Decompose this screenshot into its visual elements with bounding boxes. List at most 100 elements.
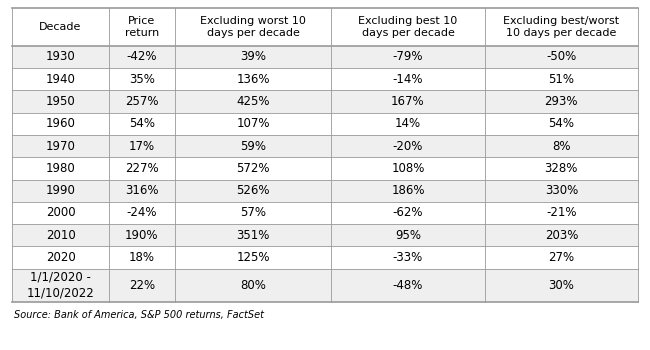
Text: 57%: 57% bbox=[240, 206, 266, 219]
Bar bbox=[332, 224, 485, 246]
Bar bbox=[332, 268, 485, 302]
Text: 328%: 328% bbox=[545, 162, 578, 175]
Text: 1930: 1930 bbox=[46, 50, 75, 63]
Text: 14%: 14% bbox=[395, 117, 421, 130]
Bar bbox=[485, 224, 638, 246]
Text: -50%: -50% bbox=[546, 50, 577, 63]
Bar bbox=[485, 90, 638, 113]
Bar bbox=[175, 180, 332, 202]
Bar bbox=[485, 68, 638, 90]
Bar bbox=[109, 202, 175, 224]
Bar bbox=[332, 135, 485, 157]
Text: Excluding best 10
days per decade: Excluding best 10 days per decade bbox=[358, 16, 458, 38]
Bar bbox=[175, 8, 332, 46]
Text: 2000: 2000 bbox=[46, 206, 75, 219]
Bar bbox=[485, 180, 638, 202]
Bar bbox=[12, 268, 109, 302]
Text: 257%: 257% bbox=[125, 95, 159, 108]
Bar bbox=[485, 202, 638, 224]
Bar bbox=[175, 135, 332, 157]
Text: 8%: 8% bbox=[552, 140, 571, 153]
Bar bbox=[109, 46, 175, 68]
Bar bbox=[175, 68, 332, 90]
Text: 17%: 17% bbox=[129, 140, 155, 153]
Text: 190%: 190% bbox=[125, 229, 159, 242]
Bar bbox=[175, 157, 332, 180]
Text: 1950: 1950 bbox=[46, 95, 75, 108]
Text: 186%: 186% bbox=[391, 184, 424, 197]
Text: 54%: 54% bbox=[549, 117, 575, 130]
Text: 30%: 30% bbox=[549, 279, 574, 292]
Bar bbox=[12, 113, 109, 135]
Text: 1940: 1940 bbox=[46, 73, 75, 86]
Text: 1/1/2020 -
11/10/2022: 1/1/2020 - 11/10/2022 bbox=[27, 271, 94, 300]
Bar bbox=[109, 8, 175, 46]
Text: 95%: 95% bbox=[395, 229, 421, 242]
Text: 59%: 59% bbox=[240, 140, 266, 153]
Text: 51%: 51% bbox=[549, 73, 575, 86]
Bar bbox=[332, 157, 485, 180]
Text: 125%: 125% bbox=[236, 251, 270, 264]
Bar bbox=[485, 135, 638, 157]
Bar bbox=[485, 157, 638, 180]
Text: 227%: 227% bbox=[125, 162, 159, 175]
Text: 2020: 2020 bbox=[46, 251, 75, 264]
Text: 107%: 107% bbox=[236, 117, 270, 130]
Text: 39%: 39% bbox=[240, 50, 266, 63]
Text: 1970: 1970 bbox=[46, 140, 75, 153]
Bar bbox=[175, 224, 332, 246]
Text: Excluding best/worst
10 days per decade: Excluding best/worst 10 days per decade bbox=[503, 16, 619, 38]
Bar bbox=[485, 113, 638, 135]
Bar bbox=[12, 8, 109, 46]
Text: 1990: 1990 bbox=[46, 184, 75, 197]
Text: 167%: 167% bbox=[391, 95, 424, 108]
Text: -62%: -62% bbox=[393, 206, 423, 219]
Text: 80%: 80% bbox=[240, 279, 266, 292]
Text: 54%: 54% bbox=[129, 117, 155, 130]
Bar bbox=[109, 180, 175, 202]
Bar bbox=[109, 135, 175, 157]
Bar bbox=[332, 8, 485, 46]
Text: 425%: 425% bbox=[236, 95, 270, 108]
Text: 316%: 316% bbox=[125, 184, 159, 197]
Bar bbox=[175, 202, 332, 224]
Bar bbox=[12, 246, 109, 268]
Bar bbox=[175, 246, 332, 268]
Bar bbox=[485, 8, 638, 46]
Bar bbox=[12, 46, 109, 68]
Bar bbox=[109, 157, 175, 180]
Text: 526%: 526% bbox=[236, 184, 270, 197]
Text: -24%: -24% bbox=[127, 206, 157, 219]
Text: -33%: -33% bbox=[393, 251, 423, 264]
Bar bbox=[332, 46, 485, 68]
Bar bbox=[109, 246, 175, 268]
Text: -20%: -20% bbox=[393, 140, 423, 153]
Text: 351%: 351% bbox=[237, 229, 270, 242]
Text: 22%: 22% bbox=[129, 279, 155, 292]
Text: -42%: -42% bbox=[127, 50, 157, 63]
Text: Decade: Decade bbox=[40, 22, 82, 32]
Text: 2010: 2010 bbox=[46, 229, 75, 242]
Text: 108%: 108% bbox=[391, 162, 424, 175]
Bar bbox=[12, 135, 109, 157]
Bar bbox=[485, 46, 638, 68]
Bar bbox=[332, 202, 485, 224]
Text: 18%: 18% bbox=[129, 251, 155, 264]
Bar bbox=[12, 68, 109, 90]
Bar bbox=[175, 46, 332, 68]
Text: 136%: 136% bbox=[236, 73, 270, 86]
Bar bbox=[12, 90, 109, 113]
Bar bbox=[332, 90, 485, 113]
Text: Source: Bank of America, S&P 500 returns, FactSet: Source: Bank of America, S&P 500 returns… bbox=[14, 310, 264, 320]
Bar bbox=[12, 157, 109, 180]
Text: Price
return: Price return bbox=[125, 16, 159, 38]
Bar bbox=[109, 224, 175, 246]
Bar bbox=[12, 180, 109, 202]
Text: 1980: 1980 bbox=[46, 162, 75, 175]
Text: 27%: 27% bbox=[548, 251, 575, 264]
Bar bbox=[12, 224, 109, 246]
Bar bbox=[332, 246, 485, 268]
Bar bbox=[109, 113, 175, 135]
Bar bbox=[109, 90, 175, 113]
Bar bbox=[485, 268, 638, 302]
